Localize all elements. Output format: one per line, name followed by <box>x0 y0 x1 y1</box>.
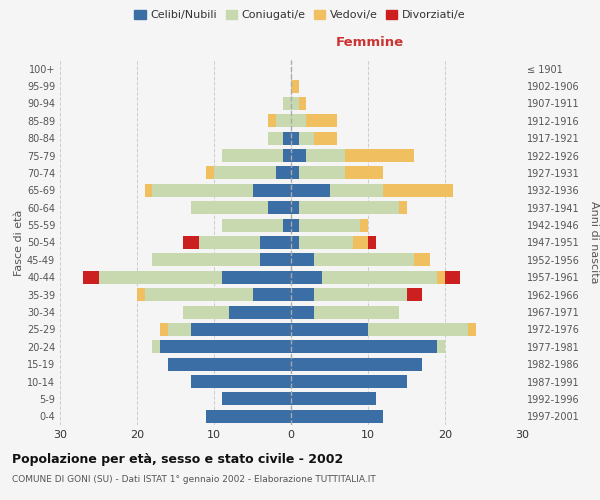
Bar <box>291 236 299 249</box>
Bar <box>199 236 260 249</box>
Bar <box>160 323 168 336</box>
Bar <box>291 166 299 179</box>
Bar <box>299 97 307 110</box>
Bar <box>260 254 291 266</box>
Bar <box>283 97 291 110</box>
Bar <box>437 270 445 284</box>
Bar <box>299 236 353 249</box>
Bar <box>145 184 152 197</box>
Legend: Celibi/Nubili, Coniugati/e, Vedovi/e, Divorziati/e: Celibi/Nubili, Coniugati/e, Vedovi/e, Di… <box>130 6 470 25</box>
Bar <box>445 270 460 284</box>
Bar <box>206 410 291 423</box>
Bar <box>152 254 260 266</box>
Bar <box>345 149 414 162</box>
Bar <box>299 132 314 144</box>
Bar <box>183 306 229 318</box>
Bar <box>299 166 345 179</box>
Bar <box>291 410 383 423</box>
Bar <box>183 236 199 249</box>
Bar <box>275 114 291 128</box>
Bar <box>253 288 291 301</box>
Bar <box>275 166 291 179</box>
Bar <box>291 184 329 197</box>
Bar <box>191 201 268 214</box>
Bar <box>299 218 360 232</box>
Bar <box>314 132 337 144</box>
Bar <box>168 358 291 370</box>
Bar <box>291 149 307 162</box>
Bar <box>291 97 299 110</box>
Bar <box>360 218 368 232</box>
Bar <box>291 201 299 214</box>
Bar <box>368 236 376 249</box>
Bar <box>291 218 299 232</box>
Bar <box>383 184 453 197</box>
Bar <box>291 392 376 406</box>
Bar <box>291 375 407 388</box>
Bar <box>291 288 314 301</box>
Bar <box>291 340 437 353</box>
Bar <box>268 201 291 214</box>
Bar <box>468 323 476 336</box>
Bar <box>222 218 283 232</box>
Bar <box>283 218 291 232</box>
Bar <box>206 166 214 179</box>
Bar <box>314 306 399 318</box>
Bar <box>98 270 222 284</box>
Bar <box>160 340 291 353</box>
Bar <box>191 323 291 336</box>
Bar <box>291 358 422 370</box>
Bar <box>407 288 422 301</box>
Bar <box>291 306 314 318</box>
Bar <box>437 340 445 353</box>
Bar <box>291 80 299 92</box>
Bar <box>222 149 283 162</box>
Bar <box>314 288 407 301</box>
Bar <box>222 270 291 284</box>
Y-axis label: Fasce di età: Fasce di età <box>14 210 24 276</box>
Bar <box>283 132 291 144</box>
Bar <box>168 323 191 336</box>
Bar <box>291 114 307 128</box>
Bar <box>307 149 345 162</box>
Text: Popolazione per età, sesso e stato civile - 2002: Popolazione per età, sesso e stato civil… <box>12 452 343 466</box>
Bar <box>322 270 437 284</box>
Bar <box>291 323 368 336</box>
Bar <box>283 149 291 162</box>
Bar <box>345 166 383 179</box>
Bar <box>291 132 299 144</box>
Bar <box>299 201 399 214</box>
Text: Femmine: Femmine <box>335 36 404 49</box>
Y-axis label: Anni di nascita: Anni di nascita <box>589 201 599 284</box>
Bar <box>152 184 253 197</box>
Bar <box>268 114 275 128</box>
Bar <box>414 254 430 266</box>
Bar <box>253 184 291 197</box>
Bar <box>222 392 291 406</box>
Bar <box>329 184 383 197</box>
Bar <box>291 270 322 284</box>
Bar <box>152 340 160 353</box>
Bar <box>268 132 283 144</box>
Bar <box>137 288 145 301</box>
Bar <box>291 254 314 266</box>
Bar <box>307 114 337 128</box>
Text: COMUNE DI GONI (SU) - Dati ISTAT 1° gennaio 2002 - Elaborazione TUTTITALIA.IT: COMUNE DI GONI (SU) - Dati ISTAT 1° genn… <box>12 475 376 484</box>
Bar <box>353 236 368 249</box>
Bar <box>260 236 291 249</box>
Bar <box>229 306 291 318</box>
Bar <box>145 288 253 301</box>
Bar <box>314 254 414 266</box>
Bar <box>83 270 98 284</box>
Bar <box>368 323 468 336</box>
Bar <box>214 166 275 179</box>
Bar <box>399 201 407 214</box>
Bar <box>191 375 291 388</box>
